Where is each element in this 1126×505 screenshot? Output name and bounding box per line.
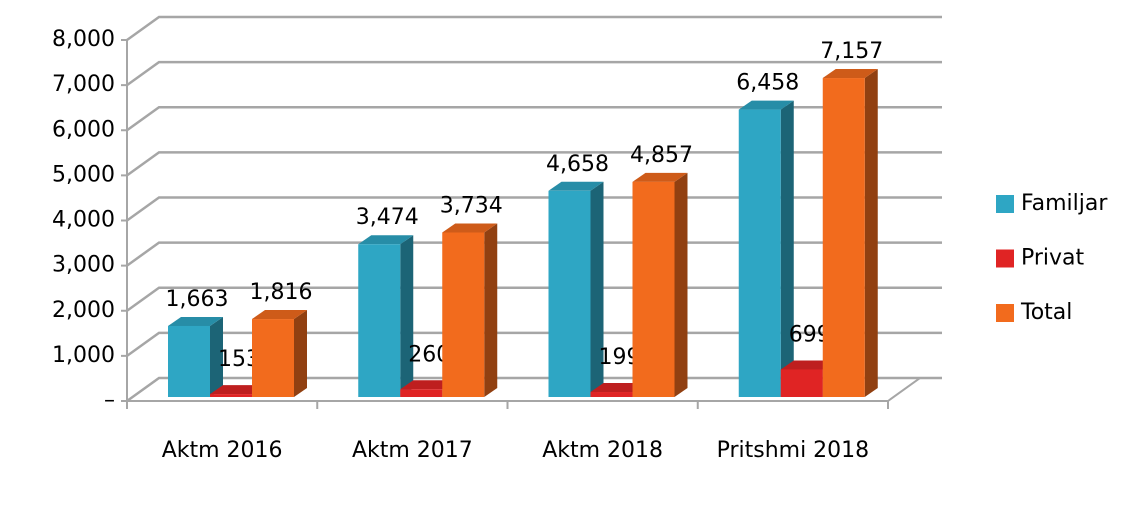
bar xyxy=(400,389,443,397)
bar-side xyxy=(400,235,414,397)
bar xyxy=(358,244,401,397)
legend-label: Privat xyxy=(1021,246,1085,271)
bar-top xyxy=(210,385,265,395)
value-label: 1,816 xyxy=(250,280,313,305)
x-tick-label: Aktm 2016 xyxy=(161,438,283,463)
bar xyxy=(738,109,781,397)
value-label: 3,474 xyxy=(356,205,419,230)
bar-top xyxy=(358,235,414,245)
value-label: 4,658 xyxy=(546,152,609,177)
bar-side xyxy=(864,69,878,397)
grid-line xyxy=(126,196,942,222)
bar xyxy=(590,392,633,397)
legend-swatch xyxy=(996,195,1014,213)
y-tick-label: 7,000 xyxy=(52,72,115,97)
value-label: 7,157 xyxy=(820,39,883,64)
value-label: 4,857 xyxy=(630,143,693,168)
x-tick-label: Aktm 2017 xyxy=(351,438,473,463)
y-tick-label: 2,000 xyxy=(52,298,115,323)
y-tick-label: – xyxy=(104,388,115,413)
bar xyxy=(442,232,485,397)
bar-side xyxy=(294,310,307,397)
x-tick-label: Pritshmi 2018 xyxy=(716,438,870,463)
bar-side xyxy=(674,172,688,397)
y-tick-label: 8,000 xyxy=(52,27,115,52)
bar-top xyxy=(590,383,646,393)
bar xyxy=(632,181,675,397)
bar-top xyxy=(442,223,498,233)
legend-label: Total xyxy=(1020,300,1072,325)
grid-line xyxy=(126,106,942,132)
y-tick-label: 6,000 xyxy=(52,117,115,142)
legend-swatch xyxy=(996,304,1014,322)
bar-side xyxy=(210,316,223,397)
grid-line xyxy=(126,151,942,177)
bar xyxy=(252,319,294,397)
bar-top xyxy=(252,310,307,320)
bar-top xyxy=(738,100,794,110)
bar xyxy=(780,369,823,397)
grid-line xyxy=(126,60,942,87)
bar xyxy=(168,325,210,397)
value-label: 1,663 xyxy=(166,287,229,312)
bar-top xyxy=(548,181,604,191)
x-tick-label: Aktm 2018 xyxy=(542,438,664,463)
bar xyxy=(210,394,252,397)
bar-side xyxy=(780,100,794,397)
bar xyxy=(822,78,865,397)
bar-top xyxy=(400,380,456,390)
y-tick-label: 3,000 xyxy=(52,253,115,278)
bar xyxy=(548,190,591,397)
legend-swatch xyxy=(996,249,1014,268)
value-label: 3,734 xyxy=(440,194,503,219)
bar-top xyxy=(168,316,223,326)
y-tick-label: 4,000 xyxy=(52,208,115,233)
y-tick-label: 1,000 xyxy=(52,343,115,368)
bar-side xyxy=(590,181,604,397)
bar-side xyxy=(484,223,498,397)
grid-line xyxy=(126,241,942,267)
bar-top xyxy=(632,172,688,182)
value-label: 6,458 xyxy=(736,71,799,96)
grid-line xyxy=(126,15,942,42)
bar-top xyxy=(780,360,836,370)
bar-top xyxy=(822,69,878,79)
legend-label: Familjar xyxy=(1021,191,1108,216)
y-tick-label: 5,000 xyxy=(52,162,115,187)
